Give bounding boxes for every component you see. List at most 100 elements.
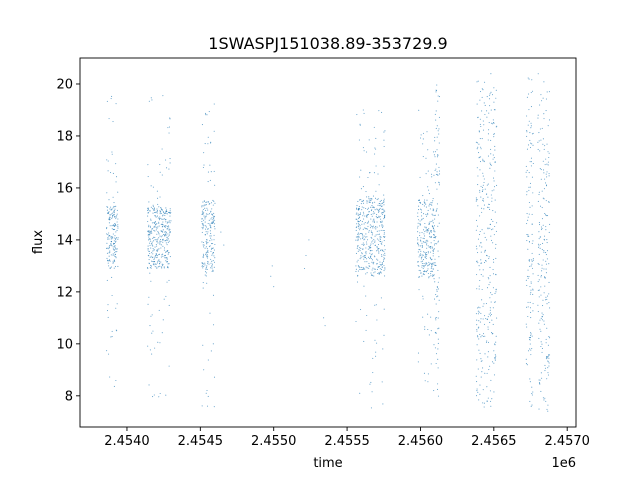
data-point — [485, 341, 488, 343]
data-point — [381, 268, 383, 270]
data-point — [373, 275, 375, 277]
data-point — [417, 225, 419, 227]
data-point — [547, 404, 549, 406]
data-point — [532, 259, 534, 261]
data-point — [545, 263, 547, 265]
data-point — [433, 298, 436, 300]
data-point — [483, 181, 485, 184]
data-point — [159, 243, 161, 245]
data-point — [490, 139, 492, 141]
data-point — [434, 264, 436, 266]
data-point — [435, 173, 437, 175]
data-point — [490, 313, 492, 316]
data-point — [357, 265, 359, 267]
data-point — [539, 379, 541, 381]
data-point — [207, 228, 209, 230]
data-point — [207, 231, 209, 233]
data-point — [531, 242, 533, 244]
data-point — [545, 173, 547, 175]
data-point — [213, 255, 215, 257]
data-point — [422, 156, 424, 158]
data-point — [543, 113, 545, 115]
data-point — [379, 200, 381, 203]
data-point — [488, 369, 490, 371]
data-point — [438, 142, 440, 144]
data-point — [531, 260, 533, 262]
data-point — [431, 270, 433, 273]
data-point — [486, 193, 488, 195]
data-point — [367, 220, 370, 222]
data-point — [156, 223, 158, 225]
data-point — [486, 372, 488, 374]
data-point — [156, 267, 158, 269]
data-point — [489, 307, 491, 309]
data-point — [207, 263, 209, 265]
data-point — [163, 218, 165, 220]
data-point — [437, 338, 439, 340]
data-point — [432, 200, 434, 202]
data-point — [167, 241, 169, 243]
data-point — [151, 222, 153, 224]
data-point — [525, 165, 527, 167]
data-point — [209, 164, 211, 166]
data-point — [114, 266, 116, 268]
data-point — [384, 217, 386, 219]
data-point — [432, 249, 434, 251]
data-point — [210, 237, 212, 239]
data-point — [153, 263, 155, 265]
data-point — [153, 207, 155, 209]
data-point — [423, 265, 425, 267]
data-point — [542, 314, 544, 316]
data-point — [361, 223, 363, 225]
data-point — [205, 392, 207, 394]
data-point — [111, 208, 113, 210]
data-point — [165, 234, 167, 236]
data-point — [526, 115, 528, 117]
data-point — [434, 182, 436, 184]
data-point — [383, 201, 385, 203]
data-point — [438, 128, 440, 130]
data-point — [527, 277, 529, 279]
data-point — [169, 211, 171, 214]
data-point — [494, 344, 496, 346]
data-point — [430, 242, 432, 244]
data-point — [381, 263, 384, 265]
data-point — [381, 225, 383, 227]
data-point — [541, 218, 544, 220]
data-point — [147, 247, 149, 250]
data-point — [211, 213, 213, 215]
data-point — [486, 96, 488, 98]
data-point — [111, 216, 114, 218]
data-point — [525, 323, 527, 325]
data-point — [207, 143, 209, 145]
data-point — [532, 273, 534, 275]
data-point — [112, 212, 114, 214]
data-point — [377, 204, 379, 206]
data-point — [166, 261, 168, 263]
data-point — [157, 231, 159, 233]
data-point — [480, 196, 482, 198]
data-point — [484, 249, 486, 251]
data-point — [372, 275, 374, 277]
data-point — [161, 209, 163, 211]
data-point — [160, 247, 162, 249]
data-point — [424, 326, 426, 328]
data-point — [359, 247, 361, 249]
data-point — [363, 235, 365, 237]
points-layer — [105, 73, 551, 412]
data-point — [383, 233, 385, 235]
data-point — [417, 219, 420, 221]
data-point — [478, 311, 480, 313]
data-point — [155, 257, 157, 259]
data-point — [493, 180, 495, 182]
data-point — [162, 239, 164, 241]
data-point — [529, 339, 531, 341]
data-point — [480, 125, 482, 128]
data-point — [493, 391, 495, 393]
data-point — [481, 211, 483, 213]
data-point — [147, 303, 149, 305]
data-point — [543, 81, 545, 83]
data-point — [202, 213, 204, 215]
data-point — [162, 214, 164, 216]
data-point — [375, 351, 377, 353]
